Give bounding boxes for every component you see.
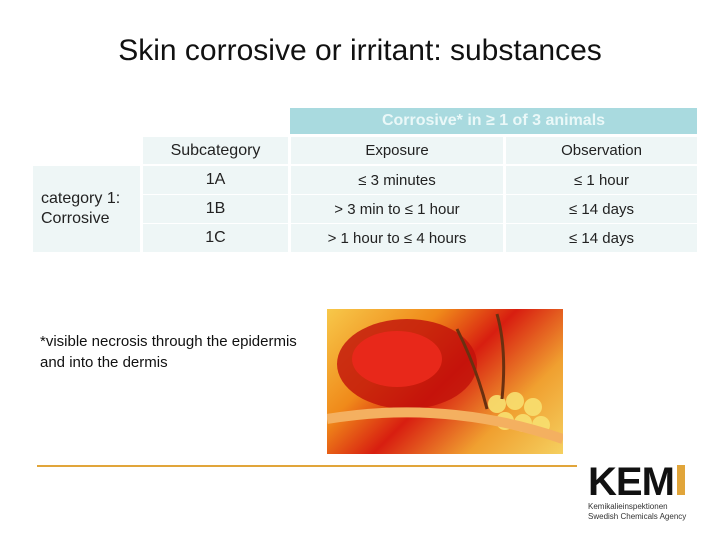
- row-1c-exposure: > 1 hour to ≤ 4 hours: [291, 224, 503, 252]
- header-exposure: Exposure: [291, 137, 503, 164]
- row-1a-sub: 1A: [143, 166, 288, 194]
- slide-title: Skin corrosive or irritant: substances: [118, 34, 602, 67]
- divider-line: [37, 465, 577, 467]
- logo-wordmark: KEM: [588, 460, 675, 504]
- skin-corrosion-illustration: [327, 309, 563, 454]
- logo-line2: Swedish Chemicals Agency: [588, 512, 687, 521]
- row-1b-observation: ≤ 14 days: [506, 195, 697, 223]
- logo-line1: Kemikalieinspektionen: [588, 502, 668, 511]
- group-header: Corrosive* in ≥ 1 of 3 animals: [290, 108, 697, 134]
- row-1c-sub: 1C: [143, 224, 288, 252]
- kemi-logo: KEM Kemikalieinspektionen Swedish Chemic…: [588, 462, 698, 522]
- row-1a-exposure: ≤ 3 minutes: [291, 166, 503, 194]
- footnote: *visible necrosis through the epidermis …: [40, 333, 297, 371]
- row-1a-observation: ≤ 1 hour: [506, 166, 697, 194]
- category-label: category 1: Corrosive: [33, 166, 140, 252]
- row-1c-observation: ≤ 14 days: [506, 224, 697, 252]
- row-1b-sub: 1B: [143, 195, 288, 223]
- row-1b-exposure: > 3 min to ≤ 1 hour: [291, 195, 503, 223]
- header-subcategory: Subcategory: [143, 137, 288, 164]
- header-observation: Observation: [506, 137, 697, 164]
